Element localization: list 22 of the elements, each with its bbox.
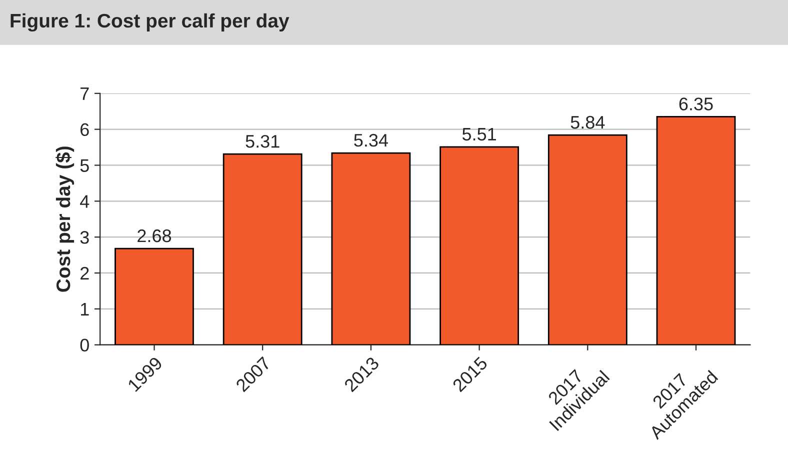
y-tick-label: 5: [80, 159, 89, 172]
chart-title: Figure 1: Cost per calf per day: [10, 13, 290, 32]
data-label: 5.31: [246, 134, 280, 148]
y-tick-label: 6: [80, 123, 89, 136]
data-label: 5.51: [462, 128, 496, 141]
bar: [222, 153, 302, 345]
data-label: 6.35: [679, 98, 713, 110]
bar: [331, 152, 411, 345]
y-tick-label: 2: [80, 266, 89, 280]
data-label: 2.68: [138, 229, 172, 242]
y-tick-label: 1: [80, 303, 89, 316]
bar: [114, 248, 194, 345]
bar: [548, 134, 628, 345]
data-label: 5.34: [354, 134, 388, 147]
y-tick-label: 0: [80, 338, 89, 352]
y-tick-label: 3: [80, 231, 89, 244]
data-label: 5.84: [570, 116, 605, 129]
bar: [656, 116, 736, 345]
y-axis-title: Cost per day ($): [56, 146, 74, 292]
y-tick-label: 7: [80, 88, 89, 100]
bar: [440, 146, 519, 345]
y-tick-label: 4: [80, 195, 90, 208]
